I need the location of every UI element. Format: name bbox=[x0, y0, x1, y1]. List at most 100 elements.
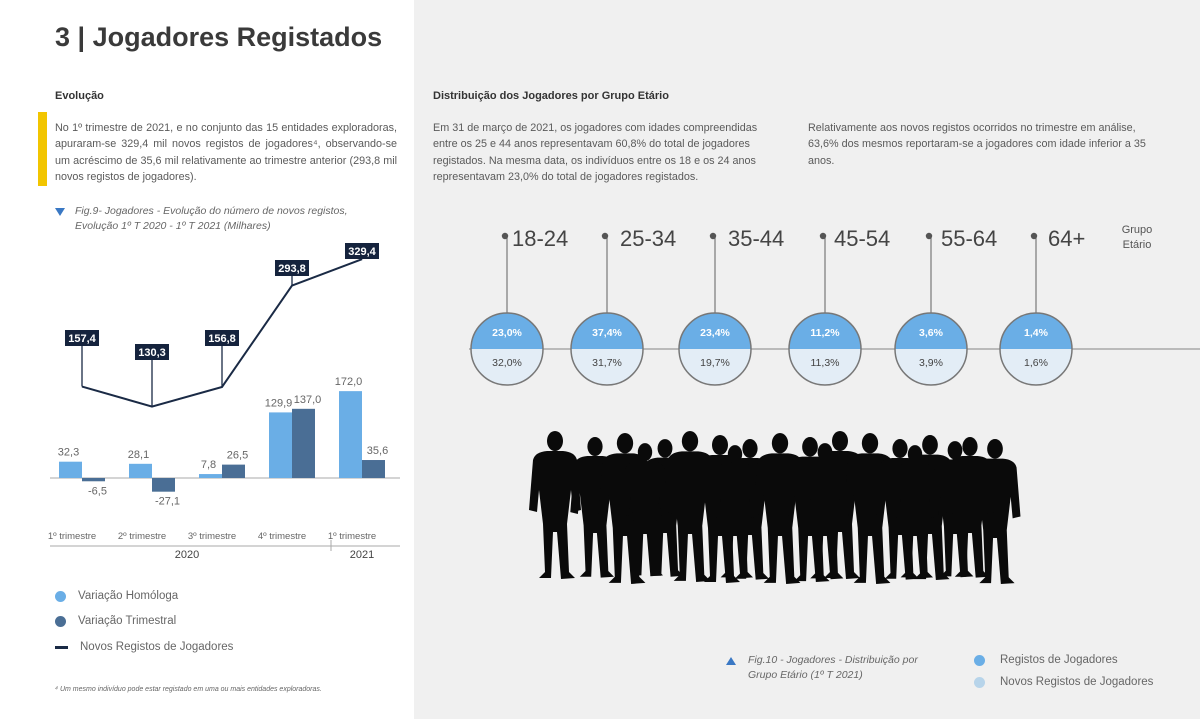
bar-trimestral bbox=[222, 464, 245, 478]
bar-label-trimestral: -6,5 bbox=[88, 485, 107, 497]
stem-dot bbox=[925, 232, 933, 240]
bar-label-trimestral: 137,0 bbox=[294, 394, 322, 406]
line-label: 156,8 bbox=[208, 333, 236, 345]
bubble-value-registos: 23,0% bbox=[492, 327, 522, 339]
bar-label-trimestral: 26,5 bbox=[227, 450, 248, 462]
fig9-caption: Fig.9- Jogadores - Evolução do número de… bbox=[75, 205, 348, 232]
legend-item-homologa: Variação Homóloga bbox=[55, 590, 178, 602]
page-title: 3 | Jogadores Registados bbox=[55, 22, 383, 52]
bar-homologa bbox=[199, 474, 222, 478]
bar-homologa bbox=[59, 461, 82, 478]
fig10-caption: Fig.10 - Jogadores - Distribuição por Gr… bbox=[748, 654, 918, 681]
legend-dot-icon bbox=[974, 676, 985, 688]
footnote: ⁴ Um mesmo indivíduo pode estar registad… bbox=[55, 686, 322, 693]
evolution-heading: Evolução bbox=[55, 90, 104, 102]
bubble-value-novos: 31,7% bbox=[592, 357, 622, 369]
bubble-value-registos: 3,6% bbox=[919, 327, 944, 339]
bar-trimestral bbox=[152, 478, 175, 492]
stem-dot bbox=[601, 232, 609, 240]
line-label: 329,4 bbox=[348, 246, 376, 258]
age-group-label: 35-44 bbox=[728, 226, 784, 251]
line-label-box bbox=[275, 260, 309, 276]
stem-dot bbox=[709, 232, 717, 240]
distribution-paragraph-1: Em 31 de março de 2021, os jogadores com… bbox=[433, 122, 758, 184]
bar-label-trimestral: -27,1 bbox=[155, 496, 180, 508]
bar-label-homologa: 28,1 bbox=[128, 449, 149, 461]
bar-trimestral bbox=[292, 408, 315, 478]
bubble-outline bbox=[470, 312, 544, 386]
age-group-label: 55-64 bbox=[941, 226, 997, 251]
bubble-value-novos: 11,3% bbox=[811, 357, 840, 369]
bar-trimestral bbox=[362, 460, 385, 478]
line-label: 293,8 bbox=[278, 263, 306, 275]
bubble-value-novos: 19,7% bbox=[700, 357, 730, 369]
x-tick-label: 1º trimestre bbox=[328, 531, 376, 542]
line-label-box bbox=[345, 243, 379, 259]
legend-item-novos-registos: Novos Registos de Jogadores bbox=[55, 641, 233, 653]
bar-label-trimestral: 35,6 bbox=[367, 445, 388, 457]
bubble-outline bbox=[894, 312, 968, 386]
bubble-value-novos: 32,0% bbox=[492, 357, 522, 369]
caption-triangle-icon bbox=[55, 208, 65, 216]
legend-line-icon bbox=[55, 645, 68, 649]
x-tick-label: 3º trimestre bbox=[188, 531, 236, 542]
legend-dot-icon bbox=[55, 615, 66, 627]
legend-label: Novos Registos de Jogadores bbox=[1000, 676, 1154, 688]
age-group-label: 45-54 bbox=[834, 226, 890, 251]
fig9-chart: 32,3 -6,5 28,1 -27,1 7,8 26,5 129,9 137,0 172,0 3… bbox=[48, 243, 400, 561]
line-label-box bbox=[65, 330, 99, 346]
bubble-outline bbox=[678, 312, 752, 386]
legend-label: Novos Registos de Jogadores bbox=[80, 641, 234, 653]
bubble-outline bbox=[570, 312, 644, 386]
bar-homologa bbox=[269, 412, 292, 478]
fig10-chart: 18-24 23,0% 32,0% 25-34 37,4% 31,7% 35-44 23,4%… bbox=[469, 224, 1200, 386]
bubble-value-registos: 23,4% bbox=[700, 327, 730, 339]
legend-dot-icon bbox=[55, 590, 66, 602]
x-tick-label: 1º trimestre bbox=[48, 531, 96, 542]
person-silhouette bbox=[891, 445, 939, 579]
person-silhouette bbox=[801, 443, 849, 580]
bar-label-homologa: 32,3 bbox=[58, 447, 79, 459]
legend-item-novos-registos-etario: Novos Registos de Jogadores bbox=[974, 676, 1153, 688]
bar-label-homologa: 129,9 bbox=[265, 397, 293, 409]
highlight-bar bbox=[38, 112, 47, 186]
bubble-outline bbox=[788, 312, 862, 386]
caption-triangle-icon bbox=[726, 657, 736, 665]
legend-dot-icon bbox=[974, 654, 985, 666]
group-axis-label: Grupo bbox=[1122, 224, 1153, 236]
left-panel bbox=[0, 0, 414, 719]
age-group-label: 25-34 bbox=[620, 226, 676, 251]
person-silhouette bbox=[529, 431, 581, 579]
distribution-heading: Distribuição dos Jogadores por Grupo Etá… bbox=[433, 90, 669, 102]
stem-dot bbox=[819, 232, 827, 240]
bubble-value-registos: 37,4% bbox=[592, 327, 622, 339]
bubble-value-registos: 1,4% bbox=[1024, 327, 1049, 339]
x-tick-label: 2º trimestre bbox=[118, 531, 166, 542]
distribution-paragraph-2: Relativamente aos novos registos ocorrid… bbox=[808, 122, 1146, 167]
bubble-value-registos: 11,2% bbox=[810, 327, 840, 339]
bar-label-homologa: 7,8 bbox=[201, 459, 216, 471]
bar-homologa bbox=[339, 391, 362, 478]
line-label-box bbox=[135, 344, 169, 360]
bubble-value-novos: 3,9% bbox=[919, 357, 943, 369]
bar-homologa bbox=[129, 463, 152, 478]
legend-label: Variação Homóloga bbox=[78, 590, 179, 602]
line-label: 157,4 bbox=[68, 333, 96, 345]
bar-trimestral bbox=[82, 478, 105, 482]
legend-item-trimestral: Variação Trimestral bbox=[55, 615, 176, 627]
year-label: 2020 bbox=[175, 549, 199, 561]
stem-dot bbox=[501, 232, 509, 240]
group-axis-label: Etário bbox=[1123, 239, 1152, 251]
x-tick-label: 4º trimestre bbox=[258, 531, 306, 542]
legend-label: Variação Trimestral bbox=[78, 615, 177, 627]
bubble-outline bbox=[999, 312, 1073, 386]
legend-item-registos: Registos de Jogadores bbox=[974, 654, 1118, 666]
bar-label-homologa: 172,0 bbox=[335, 376, 363, 388]
person-silhouette bbox=[621, 443, 669, 577]
evolution-paragraph: No 1º trimestre de 2021, e no conjunto d… bbox=[55, 122, 397, 184]
crowd-silhouette-image bbox=[529, 430, 1021, 585]
person-silhouette bbox=[711, 445, 759, 579]
line-label-box bbox=[205, 330, 239, 346]
stem-dot bbox=[1030, 232, 1038, 240]
bubble-value-novos: 1,6% bbox=[1024, 357, 1048, 369]
